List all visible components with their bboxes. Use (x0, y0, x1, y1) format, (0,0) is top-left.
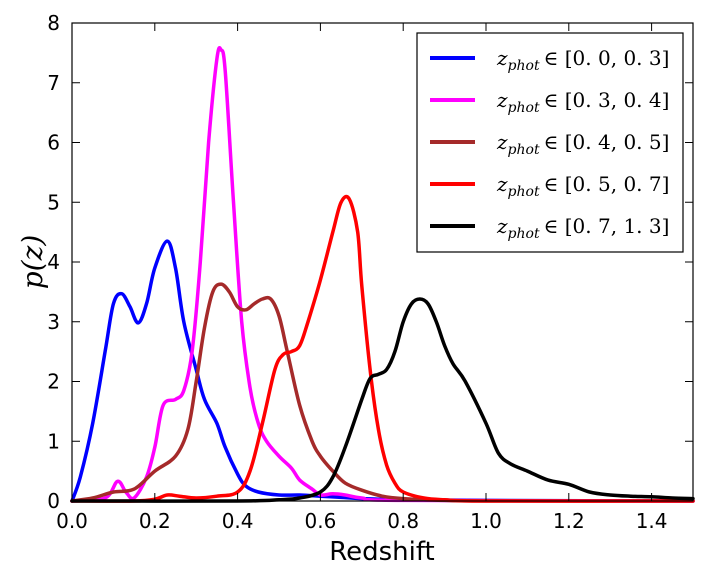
y-tick-label: 0 (47, 489, 60, 513)
legend-entry: zphot ∈ [0. 3, 0. 4] (430, 88, 669, 116)
x-tick-label: 0.8 (387, 509, 419, 533)
x-tick-label: 0.2 (139, 509, 171, 533)
y-tick-label: 4 (47, 250, 60, 274)
legend-label: zphot ∈ [0. 4, 0. 5] (496, 130, 669, 158)
series-line-1 (70, 239, 695, 503)
y-tick-label: 3 (47, 310, 60, 334)
tick-layer: 0.0 0.2 0.4 0.6 0.8 1.0 1.2 1.4 0 1 2 3 4 5 6 7 8 (47, 11, 693, 533)
y-tick-label: 1 (47, 429, 60, 453)
legend-entry: zphot ∈ [0. 7, 1. 3] (430, 214, 669, 242)
x-axis-label: Redshift (329, 537, 435, 567)
x-tick-label: 1.0 (470, 509, 502, 533)
x-tick-label: 0.4 (222, 509, 254, 533)
y-tick-label: 7 (47, 71, 60, 95)
legend-label: zphot ∈ [0. 7, 1. 3] (496, 214, 669, 242)
series-line-4 (70, 194, 695, 503)
y-tick-label: 5 (47, 190, 60, 214)
legend-entry: zphot ∈ [0. 0, 0. 3] (430, 46, 669, 74)
series-line-2 (70, 46, 695, 503)
x-tick-label: 0.6 (304, 509, 336, 533)
x-tick-label: 1.4 (636, 509, 668, 533)
x-tick-label: 1.2 (553, 509, 585, 533)
legend: zphot ∈ [0. 0, 0. 3] zphot ∈ [0. 3, 0. 4] zp… (416, 32, 684, 253)
x-tick-label: 0.0 (56, 509, 88, 533)
y-axis-label: p(z) (16, 235, 49, 290)
y-tick-label: 6 (47, 131, 60, 155)
series-layer (70, 46, 695, 503)
legend-label: zphot ∈ [0. 5, 0. 7] (496, 172, 669, 200)
y-tick-label: 8 (47, 11, 60, 35)
legend-entry: zphot ∈ [0. 4, 0. 5] (430, 130, 669, 158)
legend-entry: zphot ∈ [0. 5, 0. 7] (430, 172, 669, 200)
legend-label: zphot ∈ [0. 0, 0. 3] (496, 46, 669, 74)
series-line-5 (70, 297, 695, 503)
series-line-3 (70, 282, 695, 503)
legend-label: zphot ∈ [0. 3, 0. 4] (496, 88, 669, 116)
y-tick-label: 2 (47, 370, 60, 394)
